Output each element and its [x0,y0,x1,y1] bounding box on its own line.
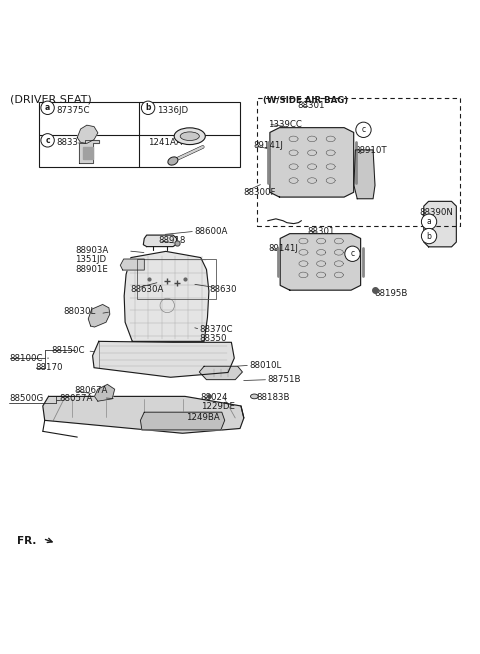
Text: 1351JD: 1351JD [75,256,106,264]
Polygon shape [88,305,110,327]
Text: 88030L: 88030L [63,307,95,316]
Text: 88150C: 88150C [51,347,84,355]
Text: 88910T: 88910T [355,146,387,156]
Text: 1249BA: 1249BA [186,413,220,422]
Text: 88630A: 88630A [130,285,163,294]
Text: (W/SIDE AIR BAG): (W/SIDE AIR BAG) [263,96,348,105]
Text: 1336JD: 1336JD [157,106,188,115]
Text: 87375C: 87375C [56,106,90,115]
Bar [39,102,240,167]
Text: 88100C: 88100C [9,354,43,362]
Circle shape [41,101,54,114]
Polygon shape [93,341,234,377]
Text: 88918: 88918 [158,236,186,245]
Polygon shape [199,366,242,380]
Ellipse shape [251,394,258,399]
Polygon shape [84,147,93,159]
Polygon shape [79,139,99,163]
Text: 88010L: 88010L [250,361,282,370]
Text: 88057A: 88057A [60,394,93,404]
Text: c: c [350,249,355,258]
Polygon shape [124,251,209,341]
Polygon shape [424,201,456,247]
Text: 89141J: 89141J [269,243,299,252]
Polygon shape [120,259,144,270]
Circle shape [142,101,155,114]
Text: 88338: 88338 [56,139,84,147]
Polygon shape [95,385,115,401]
Text: 88300F: 88300F [244,188,276,197]
Circle shape [421,214,437,230]
Polygon shape [280,233,360,290]
Polygon shape [141,412,225,430]
Circle shape [41,133,54,147]
Text: 88067A: 88067A [74,386,108,395]
Text: 88301: 88301 [298,101,325,111]
Text: 88301: 88301 [307,227,335,236]
Text: 1339CC: 1339CC [268,120,301,129]
Text: 88903A: 88903A [75,247,108,256]
Text: 88170: 88170 [36,363,63,371]
Polygon shape [354,150,375,199]
Bar [257,98,460,226]
Text: a: a [427,217,432,226]
Text: 88500G: 88500G [9,394,44,404]
Circle shape [356,122,371,137]
Polygon shape [43,396,244,433]
Text: b: b [145,103,151,112]
Text: 88183B: 88183B [257,393,290,402]
Polygon shape [270,128,354,197]
Text: 88350: 88350 [199,334,227,343]
Text: 1229DE: 1229DE [201,402,235,411]
Text: (DRIVER SEAT): (DRIVER SEAT) [10,95,92,105]
Text: a: a [45,103,50,112]
Text: FR.: FR. [17,536,37,547]
Ellipse shape [174,128,205,145]
Polygon shape [144,235,177,247]
Text: 88370C: 88370C [199,325,233,334]
Ellipse shape [168,157,178,165]
Text: 88600A: 88600A [194,227,228,236]
Text: c: c [361,126,366,134]
Text: b: b [427,232,432,241]
Circle shape [345,246,360,262]
Text: 88024: 88024 [201,393,228,402]
Text: 88390N: 88390N [420,207,453,216]
Polygon shape [77,125,98,143]
Circle shape [421,228,437,244]
Text: 88195B: 88195B [374,288,408,298]
Bar [137,258,216,300]
Text: c: c [45,136,50,145]
Text: 1241AA: 1241AA [148,139,182,147]
Text: 88751B: 88751B [268,375,301,384]
Text: 88901E: 88901E [75,265,108,273]
Ellipse shape [180,132,199,141]
Text: 88630: 88630 [209,285,236,294]
Text: 89141J: 89141J [253,141,283,150]
